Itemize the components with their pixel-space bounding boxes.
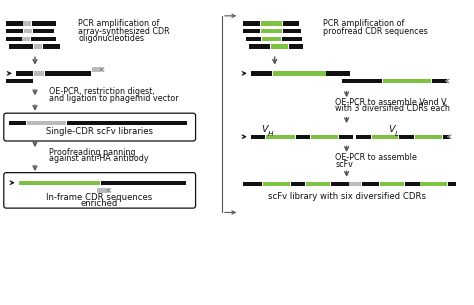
Bar xyxy=(22,37,30,41)
Text: and ligation to phagemid vector: and ligation to phagemid vector xyxy=(49,94,179,103)
Bar xyxy=(415,135,442,139)
Bar xyxy=(306,181,330,186)
Bar xyxy=(27,121,65,125)
Bar xyxy=(261,21,283,26)
Bar xyxy=(283,21,299,26)
Bar xyxy=(23,21,31,26)
FancyBboxPatch shape xyxy=(4,113,196,141)
Bar xyxy=(101,181,185,185)
Bar xyxy=(6,29,23,33)
Bar xyxy=(342,79,382,83)
Bar xyxy=(9,121,27,125)
Bar xyxy=(6,37,21,41)
Text: In-frame CDR sequences: In-frame CDR sequences xyxy=(46,192,152,202)
Bar xyxy=(405,181,419,186)
Bar xyxy=(243,29,260,33)
Bar xyxy=(271,44,288,49)
Bar xyxy=(291,181,305,186)
Text: and V: and V xyxy=(421,98,447,107)
Bar xyxy=(349,181,361,186)
Bar xyxy=(372,135,399,139)
Bar xyxy=(97,188,109,192)
Bar xyxy=(448,181,456,186)
Bar xyxy=(6,21,27,26)
Bar xyxy=(9,44,33,49)
Bar xyxy=(266,135,295,139)
Bar xyxy=(45,71,91,76)
Bar xyxy=(6,79,33,83)
Bar xyxy=(432,79,447,83)
Bar xyxy=(24,29,32,33)
Bar xyxy=(380,181,404,186)
Bar xyxy=(34,44,42,49)
Bar xyxy=(32,21,56,26)
Text: V: V xyxy=(261,124,268,134)
Text: scFv library with six diversified CDRs: scFv library with six diversified CDRs xyxy=(268,192,426,201)
Bar xyxy=(43,44,60,49)
Bar xyxy=(262,37,282,41)
Bar xyxy=(249,44,270,49)
Bar xyxy=(339,135,353,139)
Bar xyxy=(331,181,348,186)
Bar xyxy=(311,135,338,139)
Text: H: H xyxy=(419,102,423,106)
FancyBboxPatch shape xyxy=(4,173,196,208)
Text: H: H xyxy=(268,131,273,137)
Bar xyxy=(67,121,187,125)
Text: L: L xyxy=(443,102,446,106)
Bar xyxy=(34,71,44,76)
Bar xyxy=(246,37,261,41)
Text: OE-PCR, restriction digest,: OE-PCR, restriction digest, xyxy=(49,87,155,96)
Bar xyxy=(283,29,301,33)
Bar xyxy=(383,79,431,83)
Text: V: V xyxy=(388,124,394,134)
Bar xyxy=(31,37,56,41)
Bar xyxy=(283,37,301,41)
Bar xyxy=(443,135,450,139)
Bar xyxy=(243,181,262,186)
Text: scFv: scFv xyxy=(335,160,353,169)
Bar xyxy=(400,135,414,139)
Text: oligonucleotides: oligonucleotides xyxy=(78,34,144,43)
Bar xyxy=(356,135,371,139)
Bar xyxy=(327,71,350,76)
Bar xyxy=(33,29,54,33)
Bar xyxy=(263,181,290,186)
Text: enriched: enriched xyxy=(81,199,118,208)
Text: L: L xyxy=(394,131,399,137)
Text: OE-PCR to assemble: OE-PCR to assemble xyxy=(335,153,417,162)
Text: against anti-HA antibody: against anti-HA antibody xyxy=(49,154,149,163)
Text: proofread CDR sequences: proofread CDR sequences xyxy=(323,27,428,36)
Bar xyxy=(420,181,447,186)
Bar xyxy=(296,135,310,139)
Text: OE-PCR to assemble V: OE-PCR to assemble V xyxy=(335,98,425,107)
Bar xyxy=(16,71,33,76)
Text: with 3 diversified CDRs each: with 3 diversified CDRs each xyxy=(335,104,450,113)
Text: PCR amplification of: PCR amplification of xyxy=(78,19,159,28)
Text: array-synthesized CDR: array-synthesized CDR xyxy=(78,27,170,36)
Bar xyxy=(289,44,303,49)
Bar xyxy=(362,181,379,186)
Bar xyxy=(261,29,283,33)
Bar xyxy=(243,21,260,26)
Text: Proofreading panning: Proofreading panning xyxy=(49,148,136,156)
Bar xyxy=(18,181,100,185)
Bar xyxy=(92,67,102,72)
Bar xyxy=(273,71,326,76)
Bar xyxy=(251,71,272,76)
Text: PCR amplification of: PCR amplification of xyxy=(323,19,404,28)
Bar xyxy=(251,135,265,139)
Text: Single-CDR scFv libraries: Single-CDR scFv libraries xyxy=(46,127,153,136)
